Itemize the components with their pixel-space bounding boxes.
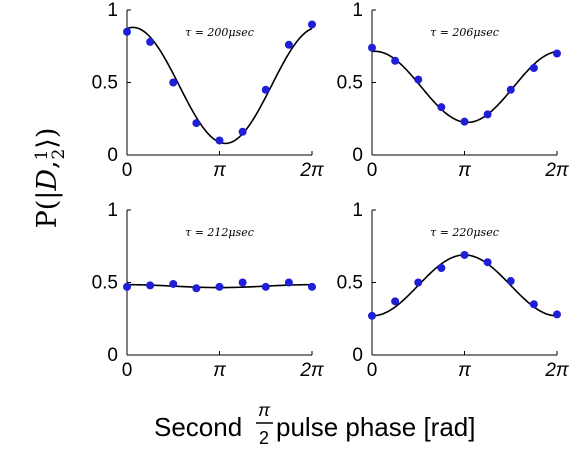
- xlabel-frac-num: π: [258, 400, 271, 420]
- x-tick-label: 2π: [299, 360, 325, 381]
- data-point: [460, 117, 469, 126]
- data-point: [123, 282, 131, 291]
- data-point: [506, 277, 515, 286]
- y-tick-label: 1: [107, 200, 118, 221]
- y-tick-label: 1: [352, 0, 363, 21]
- x-tick-label: 2π: [544, 360, 570, 381]
- panel-3: 0 0.5 1 0 π 2π τ = 212μsec: [92, 200, 325, 381]
- data-point: [553, 310, 561, 319]
- panel-title: τ = 206μsec: [430, 26, 499, 39]
- y-tick-label: 1: [107, 0, 118, 21]
- x-tick-label: π: [458, 160, 472, 181]
- x-tick-label: π: [213, 160, 227, 181]
- data-point: [391, 297, 400, 306]
- x-axis-label: Second π 2 pulse phase [rad]: [154, 400, 475, 448]
- x-tick-label: 0: [122, 360, 133, 381]
- x-tick-label: 0: [367, 160, 378, 181]
- x-tick-label: π: [458, 360, 472, 381]
- data-point: [261, 85, 270, 94]
- panel-title: τ = 200μsec: [185, 26, 254, 39]
- data-point: [414, 278, 423, 287]
- y-tick-label: 0: [352, 345, 363, 366]
- data-point: [308, 20, 316, 29]
- data-point: [529, 300, 538, 309]
- x-tick-label: π: [213, 360, 227, 381]
- panel-title: τ = 220μsec: [430, 226, 499, 239]
- fit-curve: [371, 50, 558, 124]
- data-point: [284, 278, 293, 287]
- y-tick-label: 0: [107, 145, 118, 166]
- data-point: [123, 27, 131, 36]
- data-point: [169, 78, 178, 87]
- y-tick-label: 0: [352, 145, 363, 166]
- xlabel-prefix: Second: [154, 412, 242, 442]
- y-tick-label: 1: [352, 200, 363, 221]
- panel-2: 0 0.5 1 0 π 2π τ = 206μsec: [337, 0, 570, 181]
- data-point: [215, 282, 224, 291]
- ylabel-frac-num: 1: [32, 150, 52, 161]
- data-point: [460, 250, 469, 259]
- y-tick-label: 0.5: [92, 73, 118, 94]
- data-point: [238, 278, 247, 287]
- data-point: [146, 37, 155, 46]
- panel-1: 0 0.5 1 0 π 2π τ = 200μsec: [92, 0, 325, 181]
- xlabel-suffix: pulse phase [rad]: [276, 412, 475, 442]
- ylabel-suffix: ⟩): [32, 128, 63, 149]
- data-point: [192, 284, 201, 293]
- x-tick-label: 2π: [299, 160, 325, 181]
- data-point: [192, 119, 201, 128]
- data-point: [284, 40, 293, 49]
- data-point: [261, 282, 270, 291]
- data-point: [391, 56, 400, 65]
- y-axis-label: P(|D,12⟩): [32, 128, 69, 229]
- x-tick-label: 2π: [544, 160, 570, 181]
- data-point: [215, 136, 224, 145]
- x-tick-label: 0: [367, 360, 378, 381]
- panel-4: 0 0.5 1 0 π 2π τ = 220μsec: [337, 200, 570, 381]
- data-point: [483, 110, 492, 119]
- data-point: [553, 49, 561, 58]
- data-point: [483, 258, 492, 267]
- data-point: [437, 264, 446, 272]
- y-tick-label: 0.5: [337, 273, 363, 294]
- y-tick-label: 0.5: [92, 273, 118, 294]
- xlabel-frac-den: 2: [259, 428, 269, 448]
- panel-title: τ = 212μsec: [185, 226, 254, 239]
- fit-curve: [126, 26, 313, 145]
- data-point: [529, 64, 538, 72]
- data-point: [437, 103, 446, 112]
- data-point: [146, 281, 155, 290]
- data-point: [169, 279, 178, 288]
- data-point: [506, 85, 515, 94]
- data-point: [238, 127, 247, 136]
- data-point: [368, 43, 376, 52]
- ylabel-prefix: P(|: [32, 191, 63, 229]
- data-point: [368, 311, 376, 320]
- ylabel-sep: ,: [32, 160, 63, 169]
- fit-curve: [371, 254, 558, 317]
- ylabel-symbol: D: [32, 169, 63, 192]
- x-tick-label: 0: [122, 160, 133, 181]
- data-point: [414, 75, 423, 84]
- y-tick-label: 0.5: [337, 73, 363, 94]
- svg-text:P(|D,12⟩): P(|D,12⟩): [32, 128, 69, 229]
- y-tick-label: 0: [107, 345, 118, 366]
- data-point: [308, 282, 316, 291]
- ylabel-frac-den: 2: [49, 149, 69, 160]
